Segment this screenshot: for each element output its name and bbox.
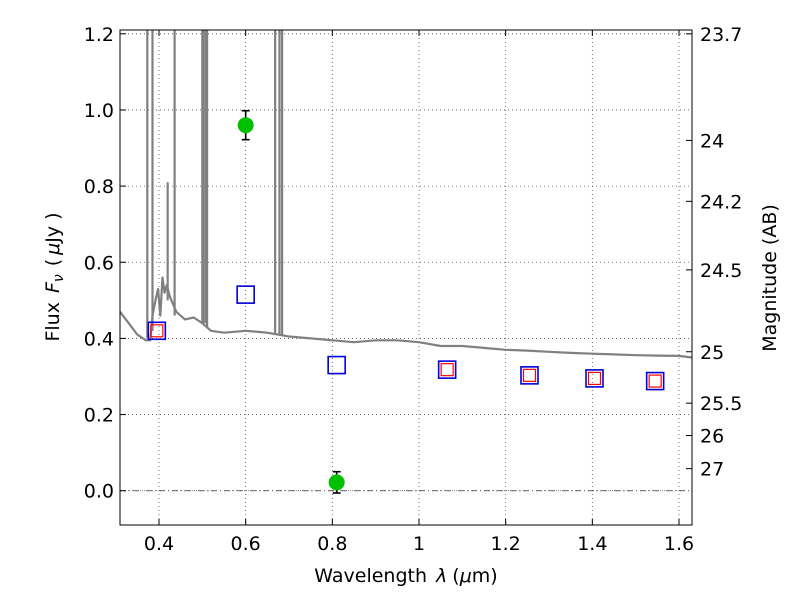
grid (120, 30, 692, 525)
y2-tick-label: 25.5 (700, 393, 742, 415)
y-tick-label: 1.2 (84, 24, 114, 46)
y2-tick-label: 25 (700, 342, 724, 364)
model-photometry-alt-point (522, 368, 537, 382)
x-tick-label: 0.4 (144, 533, 174, 555)
y-tick-label: 0.8 (84, 176, 114, 198)
model-photometry-alt-point (587, 371, 602, 386)
y-axis-left: 0.0 0.2 0.4 0.6 0.8 1.0 1.2 (84, 24, 126, 503)
observed-point (328, 474, 345, 491)
y-tick-label: 0.0 (84, 481, 114, 503)
x-tick-label: 1.6 (664, 533, 694, 555)
observed-point (237, 117, 254, 134)
y2-tick-label: 24 (700, 130, 724, 152)
x-tick-label: 1.2 (491, 533, 521, 555)
y2-tick-label: 24.5 (700, 260, 742, 282)
y-axis-right: 23.7 24 24.2 24.5 25 25.5 26 27 (686, 24, 742, 481)
y2-tick-label: 23.7 (700, 24, 742, 46)
model-photometry-point (520, 366, 539, 385)
x-tick-label: 1.4 (577, 533, 607, 555)
plot-frame (119, 29, 693, 526)
x-tick-label: 0.8 (317, 533, 347, 555)
model-photometry-point (437, 360, 457, 379)
y-axis-label: FluxFν(μJy ) (42, 212, 67, 341)
model-photometry-point (585, 369, 604, 388)
model-photometry-alt-point (648, 374, 662, 388)
x-tick-label: 1 (413, 533, 425, 555)
model-photometry-alt-point (150, 324, 164, 338)
y2-tick-label: 26 (700, 426, 724, 448)
sed-continuum-line (119, 276, 693, 359)
x-tick-label: 0.6 (231, 533, 261, 555)
y-tick-label: 1.0 (84, 100, 114, 122)
model-photometry-point (327, 355, 346, 375)
x-axis: 0.4 0.6 0.8 1 1.2 1.4 1.6 (144, 30, 694, 555)
model-photometry-point (645, 371, 665, 391)
model-photometry-alt-point (440, 363, 454, 377)
y2-tick-label: 24.2 (700, 191, 742, 213)
plot-area (119, 30, 693, 494)
y2-tick-label: 27 (700, 459, 724, 481)
model-photometry-point (236, 285, 255, 304)
y-tick-label: 0.6 (84, 252, 114, 274)
x-axis-label: Wavelength λ (μm) (314, 565, 497, 587)
model-photometry-point (147, 321, 167, 341)
y-tick-label: 0.4 (84, 328, 114, 350)
y2-axis-label: Magnitude (AB) (759, 204, 781, 352)
y-tick-label: 0.2 (84, 405, 114, 427)
